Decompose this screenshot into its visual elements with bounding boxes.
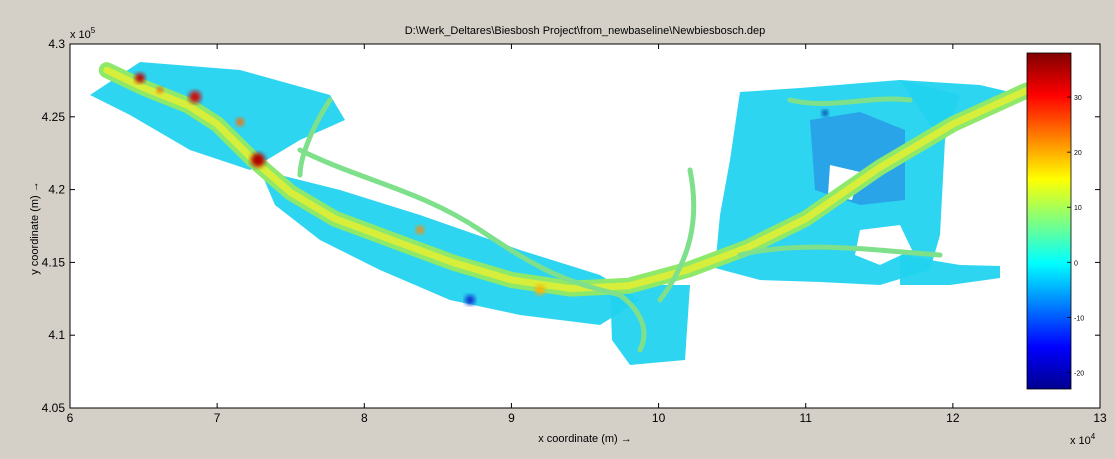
shallow-spot (465, 295, 475, 305)
x-tick-label: 10 (652, 411, 666, 425)
y-axis: 4.05 4.1 4.15 4.2 4.25 4.3 (42, 37, 1100, 415)
depth-hotspot (189, 91, 201, 103)
y-tick-label: 4.2 (48, 183, 65, 197)
y-axis-label: y coordinate (m) → (29, 181, 41, 275)
depth-hotspot (236, 118, 244, 126)
colorbar-ticks: 30 20 10 0 -10 -20 (1067, 95, 1084, 377)
y-tick-label: 4.3 (48, 37, 65, 51)
colorbar: 30 20 10 0 -10 -20 (1026, 52, 1084, 390)
floodplain-area (900, 80, 1010, 140)
main-channel-core (103, 66, 1030, 293)
secondary-channel (297, 147, 623, 298)
secondary-channel (657, 167, 697, 303)
x-tick-label: 11 (799, 411, 812, 425)
x-exponent-label: x 104 (1070, 432, 1096, 447)
depth-hotspot (157, 87, 163, 93)
x-tick-label: 13 (1093, 411, 1107, 425)
x-tick-label: 8 (361, 411, 368, 425)
depth-hotspot (416, 226, 424, 234)
colorbar-tick-label: 20 (1074, 150, 1082, 157)
colorbar-gradient (1026, 52, 1072, 390)
x-tick-label: 7 (214, 411, 221, 425)
colorbar-tick-label: -10 (1074, 315, 1084, 322)
secondary-channel (617, 292, 647, 353)
x-axis-label: x coordinate (m) → (538, 433, 632, 445)
y-exponent-label: x 105 (70, 26, 96, 41)
floodplain-area (900, 255, 1000, 285)
dry-island (855, 225, 912, 265)
colorbar-tick-label: 10 (1074, 205, 1082, 212)
colorbar-tick-label: 30 (1074, 95, 1082, 102)
x-axis: 6 7 8 9 10 11 12 13 (67, 44, 1107, 425)
colorbar-tick-label: -20 (1074, 370, 1084, 377)
depth-hotspot (135, 73, 145, 83)
y-tick-label: 4.15 (42, 255, 66, 269)
colorbar-tick-label: 0 (1074, 260, 1078, 267)
depth-hotspot (251, 153, 265, 167)
y-tick-label: 4.25 (42, 110, 66, 124)
shallow-spot (822, 110, 828, 116)
x-tick-label: 9 (508, 411, 515, 425)
y-tick-label: 4.1 (48, 328, 65, 342)
secondary-channel (297, 97, 333, 178)
secondary-channel (787, 96, 913, 107)
secondary-channel (737, 244, 943, 258)
chart-title: D:\Werk_Deltares\Biesbosh Project\from_n… (405, 25, 766, 37)
x-tick-label: 6 (67, 411, 74, 425)
bathymetry-map (90, 62, 1035, 365)
depth-hotspot (535, 285, 545, 295)
x-tick-label: 12 (946, 411, 960, 425)
y-tick-label: 4.05 (42, 401, 66, 415)
